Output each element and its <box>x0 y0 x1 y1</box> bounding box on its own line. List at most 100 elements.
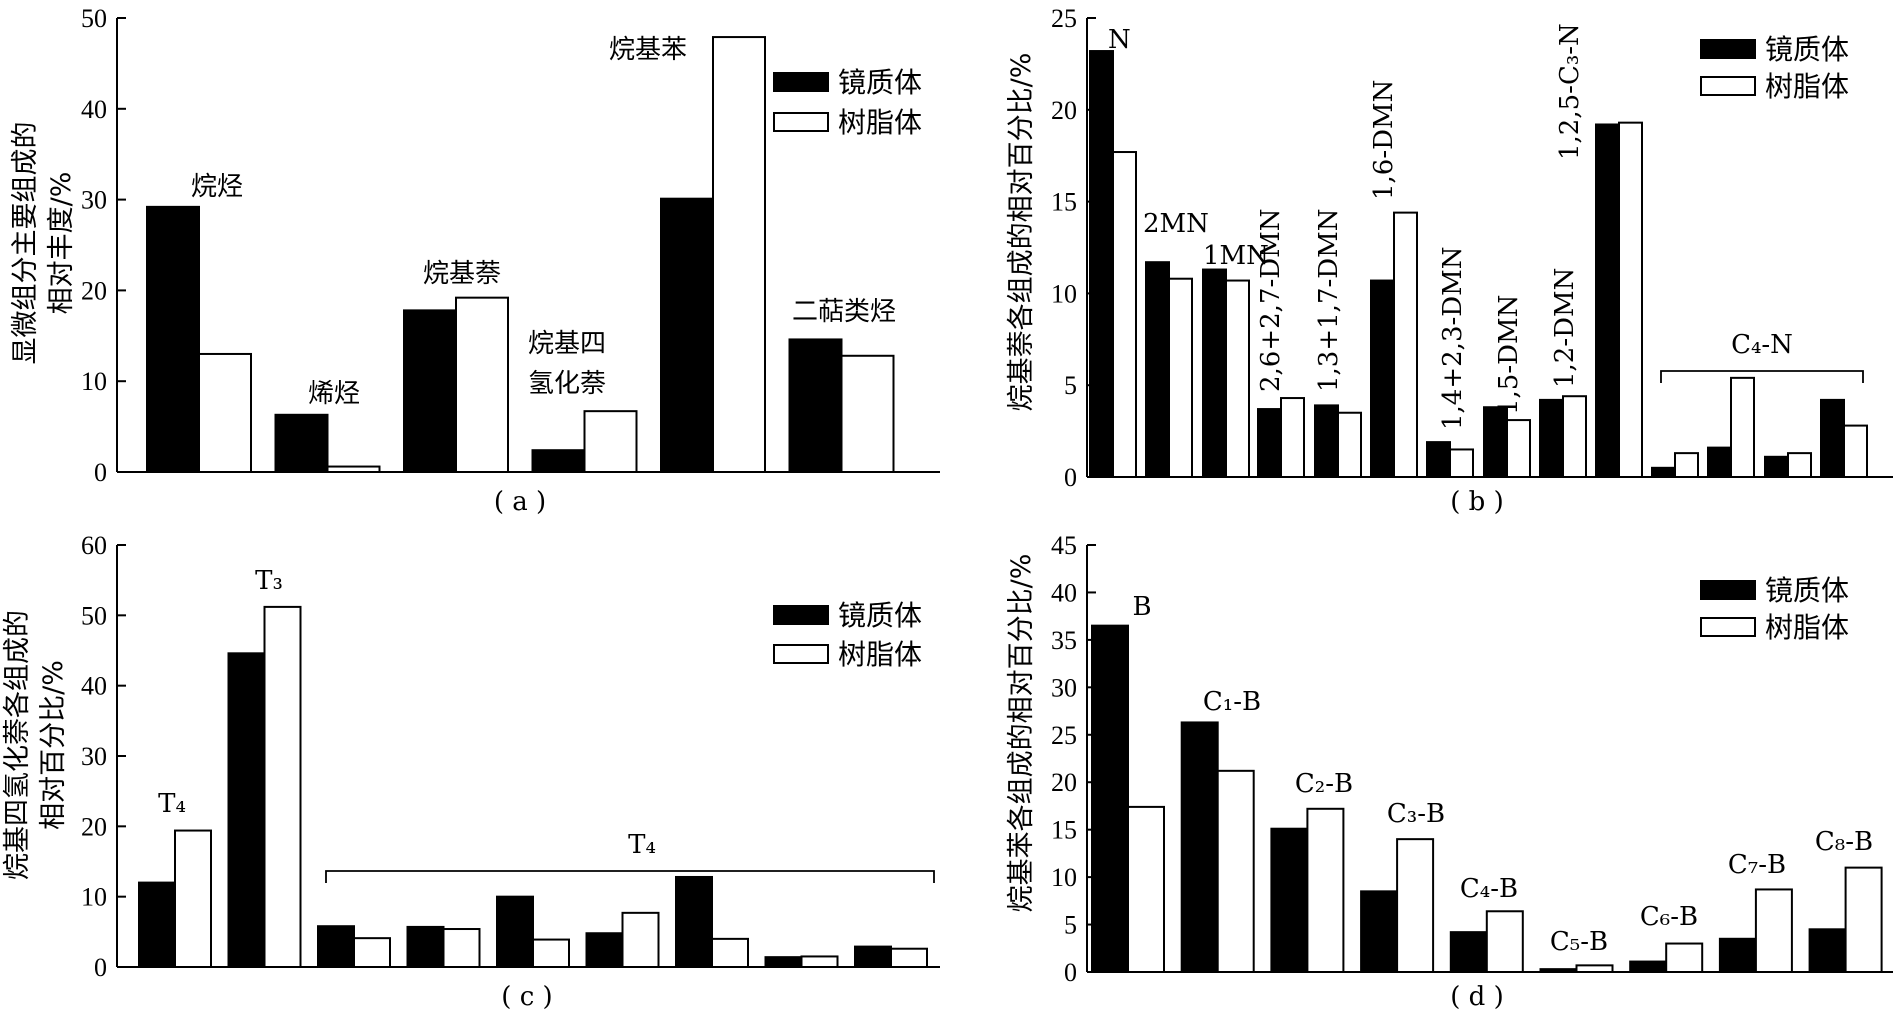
ytick-label-a-3: 30 <box>81 186 107 215</box>
ytick-label-c-0: 0 <box>94 953 107 982</box>
ytick-label-c-5: 50 <box>81 601 107 630</box>
ytick-label-d-7: 35 <box>1051 626 1077 655</box>
ytick-label-a-5: 50 <box>81 4 107 33</box>
bar-d-s1-1 <box>1180 721 1219 973</box>
ytick-label-b-1: 5 <box>1064 371 1077 400</box>
caption-b: ( b ) <box>1450 487 1503 517</box>
panel-b: 0 5 10 15 20 25 N 2MN 1MN 2,6+2,7-DMN 1,3+1,7… <box>1006 4 1893 517</box>
bar-a-s1-5 <box>788 338 843 473</box>
bar-c-s2-0 <box>174 829 212 969</box>
label-b-dmn2: 1,3+1,7-DMN <box>1314 209 1344 393</box>
bar-b-s2-8 <box>1562 395 1587 478</box>
bar-c-s1-4 <box>496 895 534 969</box>
bar-b-s2-7 <box>1506 419 1531 479</box>
bar-d-s2-4 <box>1485 910 1524 974</box>
bar-d-s2-6 <box>1665 942 1704 973</box>
bar-d-s2-1 <box>1216 769 1255 974</box>
bar-d-s2-8 <box>1844 866 1883 973</box>
bar-b-s2-4 <box>1337 411 1362 478</box>
legend-a-swatch-1 <box>773 72 829 92</box>
labels-c: T₄ T₃ T₄ <box>158 566 935 883</box>
bar-d-s1-6 <box>1629 960 1668 973</box>
bar-d-s1-8 <box>1808 928 1847 973</box>
labels-d: B C₁-B C₂-B C₃-B C₄-B C₅-B C₆-B C₇-B C₈-… <box>1132 592 1873 957</box>
legend-c-label-1: 镜质体 <box>838 599 922 632</box>
bar-d-s2-2 <box>1306 807 1345 974</box>
panel-a: 0 10 20 30 40 50 烷烃 烯烃 烷基萘 烷基四 氢化萘 烷基苯 二萜类烃 显… <box>10 4 940 517</box>
bar-b-s1-3 <box>1257 408 1282 478</box>
bar-c-s1-8 <box>854 945 892 968</box>
bar-c-s2-8 <box>890 947 928 968</box>
bar-a-s2-3 <box>583 410 638 473</box>
label-b-dmn1: 2,6+2,7-DMN <box>1256 209 1286 393</box>
bars-c <box>138 605 928 969</box>
bar-c-s1-3 <box>406 925 445 968</box>
bracket-c <box>325 870 935 883</box>
label-a-3b: 氢化萘 <box>528 369 606 399</box>
ytick-label-b-2: 10 <box>1051 279 1077 308</box>
ytick-label-c-1: 10 <box>81 883 107 912</box>
legend-a-label-1: 镜质体 <box>838 66 922 99</box>
bar-d-s2-3 <box>1396 838 1435 974</box>
label-c-t3: T₃ <box>255 566 283 596</box>
legend-a-swatch-2 <box>773 112 829 132</box>
label-b-dmn6: 1,2-DMN <box>1550 268 1580 388</box>
bar-b-s2-13 <box>1843 424 1868 479</box>
bar-c-s1-2 <box>317 925 355 968</box>
bar-c-s2-1 <box>263 605 302 968</box>
bar-b-s2-0 <box>1112 151 1137 478</box>
label-c-t4b: T₄ <box>628 830 656 860</box>
bar-c-s2-7 <box>800 955 839 969</box>
label-d-6: C₆-B <box>1640 902 1698 932</box>
legend-b-label-1: 镜质体 <box>1765 33 1849 66</box>
label-b-c3n: 1,2,5-C₃-N <box>1555 23 1585 160</box>
caption-a: ( a ) <box>494 487 546 517</box>
ytick-label-a-2: 20 <box>81 276 107 305</box>
bar-b-s2-2 <box>1225 279 1250 478</box>
panel-c: 0 10 20 30 40 50 60 T₄ T₃ T₄ 烷基四氢化萘各组成的 相对百分比/… <box>2 531 940 1012</box>
bar-d-s1-0 <box>1091 624 1129 974</box>
ytick-label-d-4: 20 <box>1051 768 1077 797</box>
bar-b-s1-1 <box>1145 261 1170 478</box>
label-d-5: C₅-B <box>1550 927 1608 957</box>
bar-b-s1-4 <box>1314 404 1339 478</box>
bar-c-s1-6 <box>675 875 713 968</box>
bar-c-s2-6 <box>711 937 749 968</box>
ytick-label-c-6: 60 <box>81 531 107 560</box>
ylabel-d: 烷基苯各组成的相对百分比/% <box>1006 554 1037 913</box>
label-d-4: C₄-B <box>1460 874 1518 904</box>
label-a-4: 烷基苯 <box>609 35 687 65</box>
axes-a: 0 10 20 30 40 50 <box>81 4 940 487</box>
label-d-0: B <box>1132 592 1151 622</box>
ytick-label-b-3: 15 <box>1051 188 1077 217</box>
ytick-label-a-4: 40 <box>81 95 107 124</box>
ylabel-a-1: 显微组分主要组成的 <box>10 122 41 365</box>
ytick-label-b-4: 20 <box>1051 96 1077 125</box>
label-b-dmn3: 1,6-DMN <box>1369 80 1399 200</box>
label-b-1MN: 1MN <box>1203 241 1269 271</box>
label-a-3a: 烷基四 <box>528 329 606 359</box>
bar-a-s2-4 <box>712 36 766 474</box>
bar-d-s1-3 <box>1360 890 1399 973</box>
bar-d-s2-7 <box>1754 888 1793 973</box>
bar-b-s1-12 <box>1764 455 1789 478</box>
bar-b-s2-10 <box>1674 452 1699 478</box>
label-a-5: 二萜类烃 <box>792 297 896 327</box>
bar-c-s2-5 <box>621 911 660 968</box>
ytick-label-d-6: 30 <box>1051 673 1077 702</box>
label-b-dmn4: 1,4+2,3-DMN <box>1438 247 1468 431</box>
ytick-label-d-9: 45 <box>1051 531 1077 560</box>
bar-d-s1-7 <box>1718 937 1757 973</box>
legend-c-swatch-2 <box>773 644 829 664</box>
bar-b-s2-9 <box>1618 121 1643 478</box>
bar-b-s1-7 <box>1483 406 1508 478</box>
legend-c: 镜质体 树脂体 <box>773 599 922 671</box>
bar-b-s1-8 <box>1539 398 1564 478</box>
bar-d-s2-0 <box>1127 805 1165 973</box>
bar-a-s1-2 <box>403 309 457 473</box>
bars-d <box>1091 624 1883 974</box>
bar-b-s2-1 <box>1168 277 1193 478</box>
bar-b-s1-10 <box>1651 466 1676 479</box>
bars-a <box>146 36 895 474</box>
